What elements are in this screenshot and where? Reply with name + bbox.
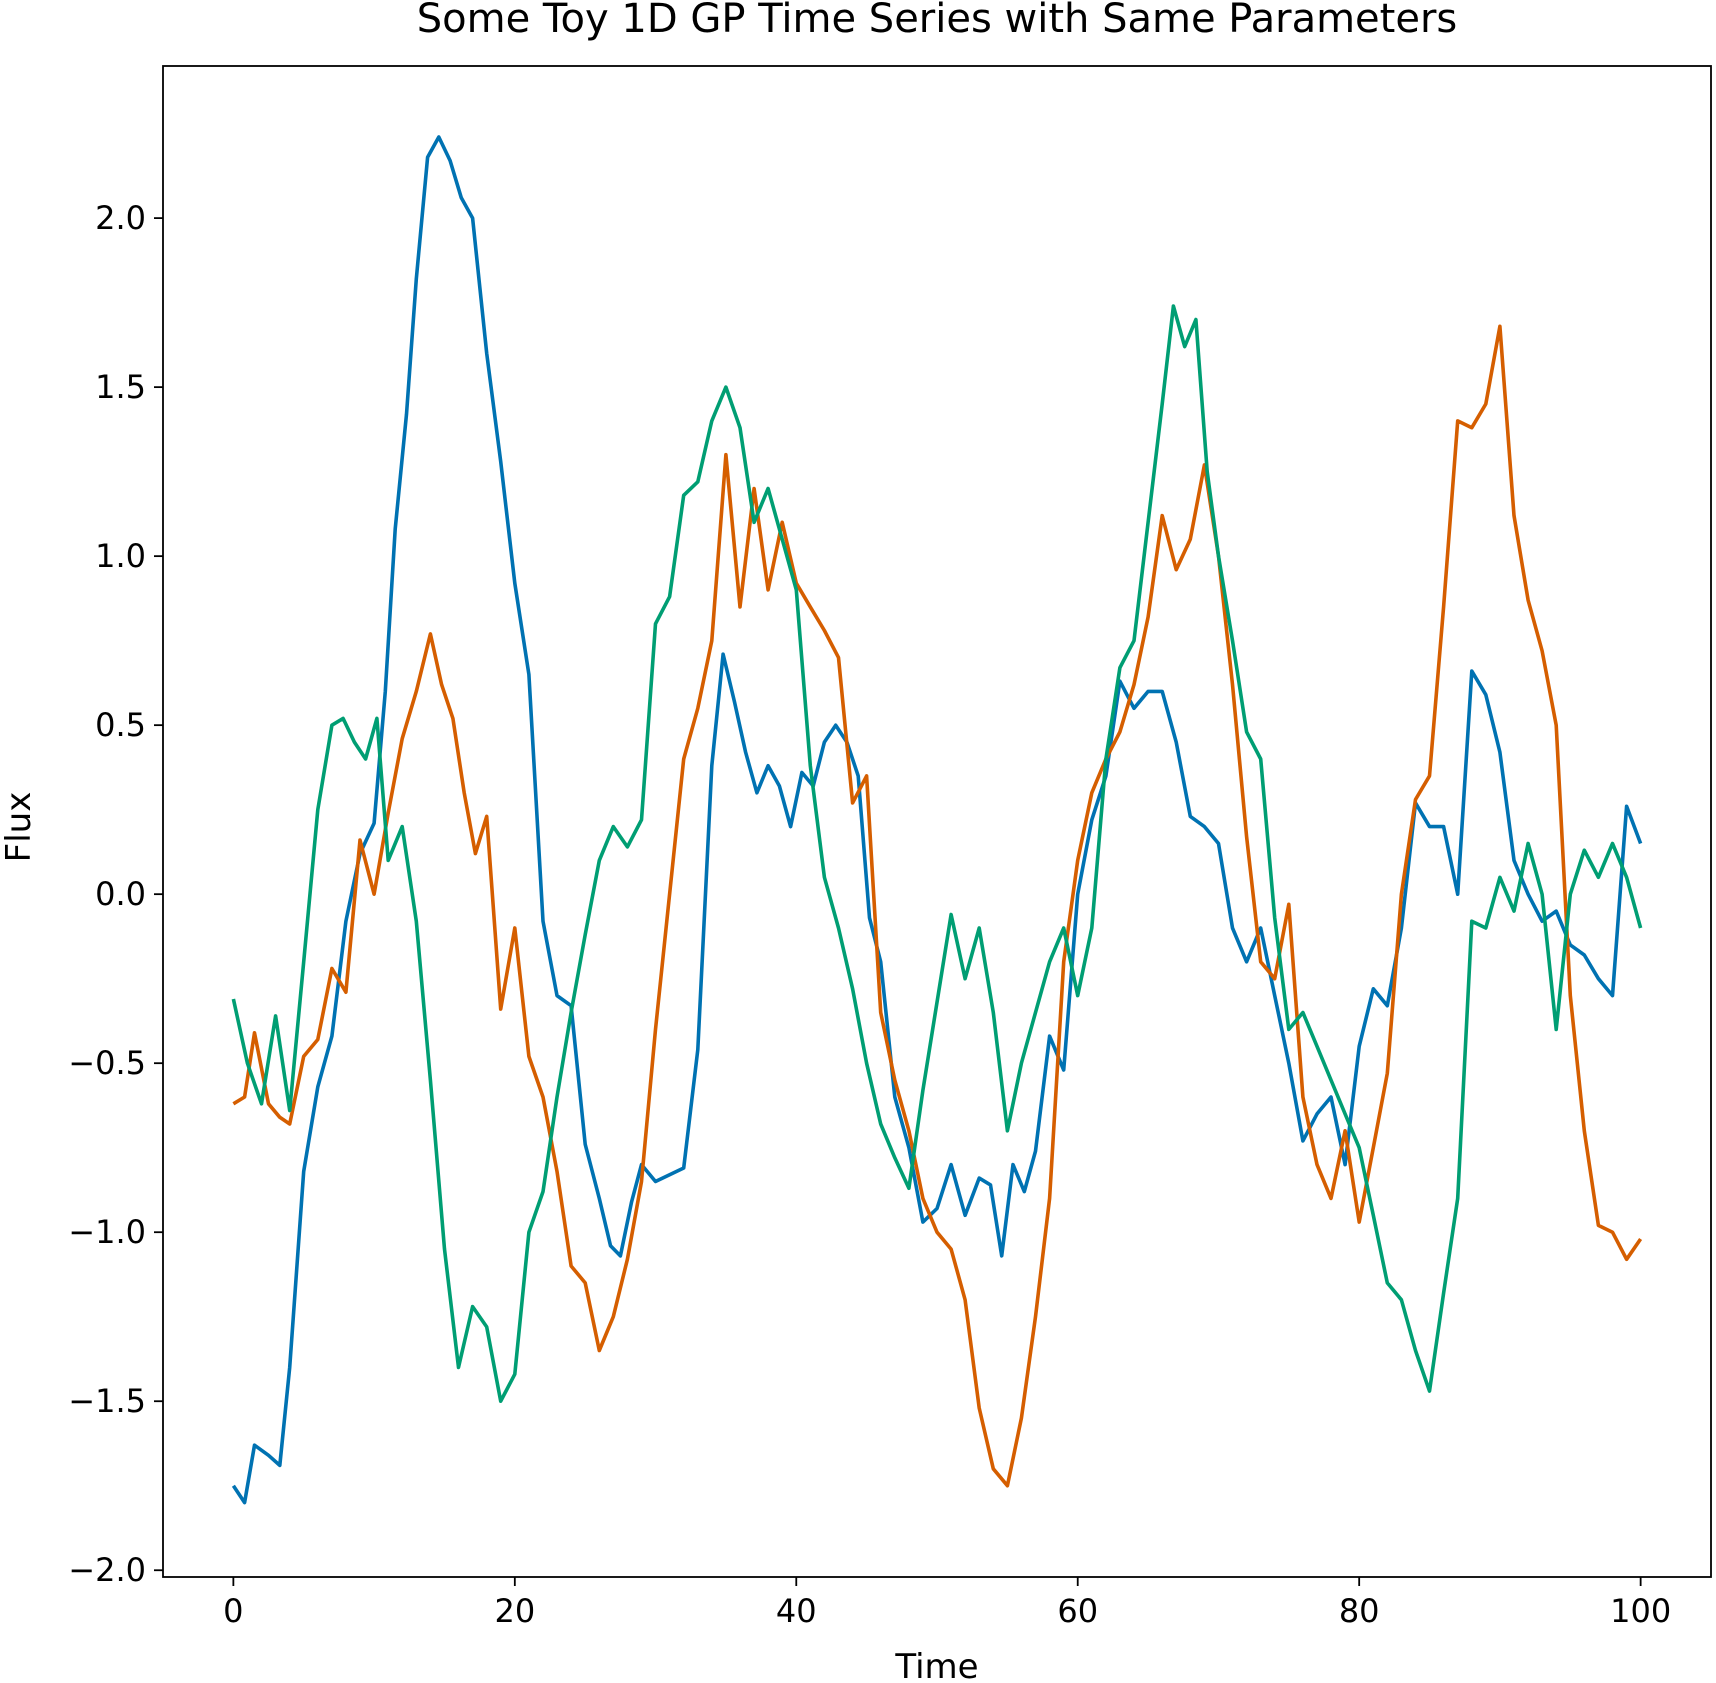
- x-tick-label: 40: [776, 1592, 817, 1630]
- x-tick-label: 80: [1339, 1592, 1380, 1630]
- x-tick-label: 0: [223, 1592, 243, 1630]
- series-line-3: [231, 304, 1643, 1403]
- y-axis-label: Flux: [0, 792, 39, 863]
- x-tick-label: 20: [494, 1592, 535, 1630]
- y-tick-label: −1.5: [68, 1382, 146, 1420]
- x-axis-label: Time: [894, 1647, 978, 1683]
- chart-title: Some Toy 1D GP Time Series with Same Par…: [417, 0, 1458, 42]
- series-line-1: [231, 135, 1643, 1505]
- y-tick-label: −1.0: [68, 1213, 146, 1251]
- y-tick-label: 0.5: [95, 706, 146, 744]
- y-axis: −2.0 −1.5 −1.0 −0.5 0.0 0.5 1.0 1.5 2.0: [68, 199, 163, 1589]
- x-tick-label: 60: [1057, 1592, 1098, 1630]
- x-axis: 0 20 40 60 80 100: [223, 1577, 1671, 1630]
- y-tick-label: 1.5: [95, 368, 146, 406]
- y-tick-label: −2.0: [68, 1551, 146, 1589]
- series-line-2: [232, 324, 1643, 1488]
- plot-area-frame: [162, 65, 1712, 1578]
- y-tick-label: 2.0: [95, 199, 146, 237]
- series-layer: [231, 135, 1643, 1505]
- x-tick-label: 100: [1610, 1592, 1671, 1630]
- y-tick-label: −0.5: [68, 1044, 146, 1082]
- y-tick-label: 0.0: [95, 875, 146, 913]
- y-tick-label: 1.0: [95, 537, 146, 575]
